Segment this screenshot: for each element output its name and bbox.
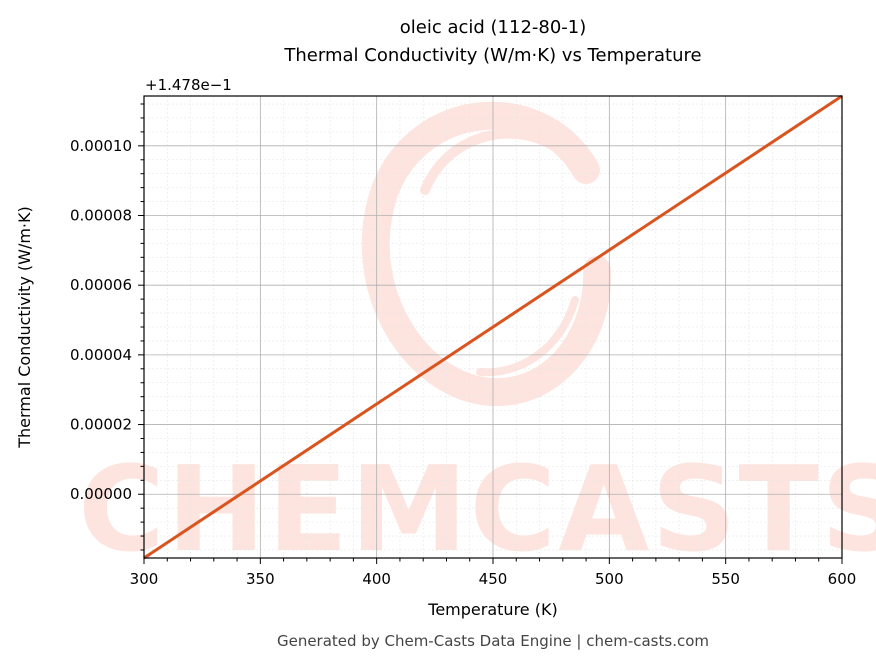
x-tick-label: 450 — [479, 570, 508, 588]
x-axis-ticks: 300 350 400 450 500 550 600 — [130, 558, 857, 588]
watermark: CHEMCASTS — [78, 101, 876, 578]
x-axis-label: Temperature (K) — [427, 600, 557, 619]
chart-title: oleic acid (112-80-1) — [400, 17, 587, 38]
y-tick-label: 0.00000 — [70, 485, 132, 503]
y-tick-label: 0.00006 — [70, 276, 132, 294]
x-tick-label: 600 — [828, 570, 857, 588]
y-tick-label: 0.00004 — [70, 346, 132, 364]
x-tick-label: 500 — [595, 570, 624, 588]
series-layer — [143, 94, 843, 560]
y-tick-label: 0.00010 — [70, 137, 132, 155]
chart-subtitle: Thermal Conductivity (W/m·K) vs Temperat… — [283, 45, 701, 66]
series-line — [143, 94, 843, 560]
x-tick-label: 550 — [711, 570, 740, 588]
x-tick-label: 350 — [246, 570, 275, 588]
x-tick-label: 400 — [362, 570, 391, 588]
y-tick-label: 0.00002 — [70, 416, 132, 434]
watermark-text: CHEMCASTS — [78, 440, 876, 578]
footer-credit: Generated by Chem-Casts Data Engine | ch… — [277, 632, 709, 650]
y-offset-label: +1.478e−1 — [145, 76, 232, 94]
y-tick-label: 0.00008 — [70, 207, 132, 225]
y-axis-label: Thermal Conductivity (W/m·K) — [15, 206, 34, 449]
y-axis-ticks: 0.00000 0.00002 0.00004 0.00006 0.00008 0.000… — [70, 103, 144, 551]
major-grid — [143, 96, 843, 558]
x-tick-label: 300 — [130, 570, 159, 588]
